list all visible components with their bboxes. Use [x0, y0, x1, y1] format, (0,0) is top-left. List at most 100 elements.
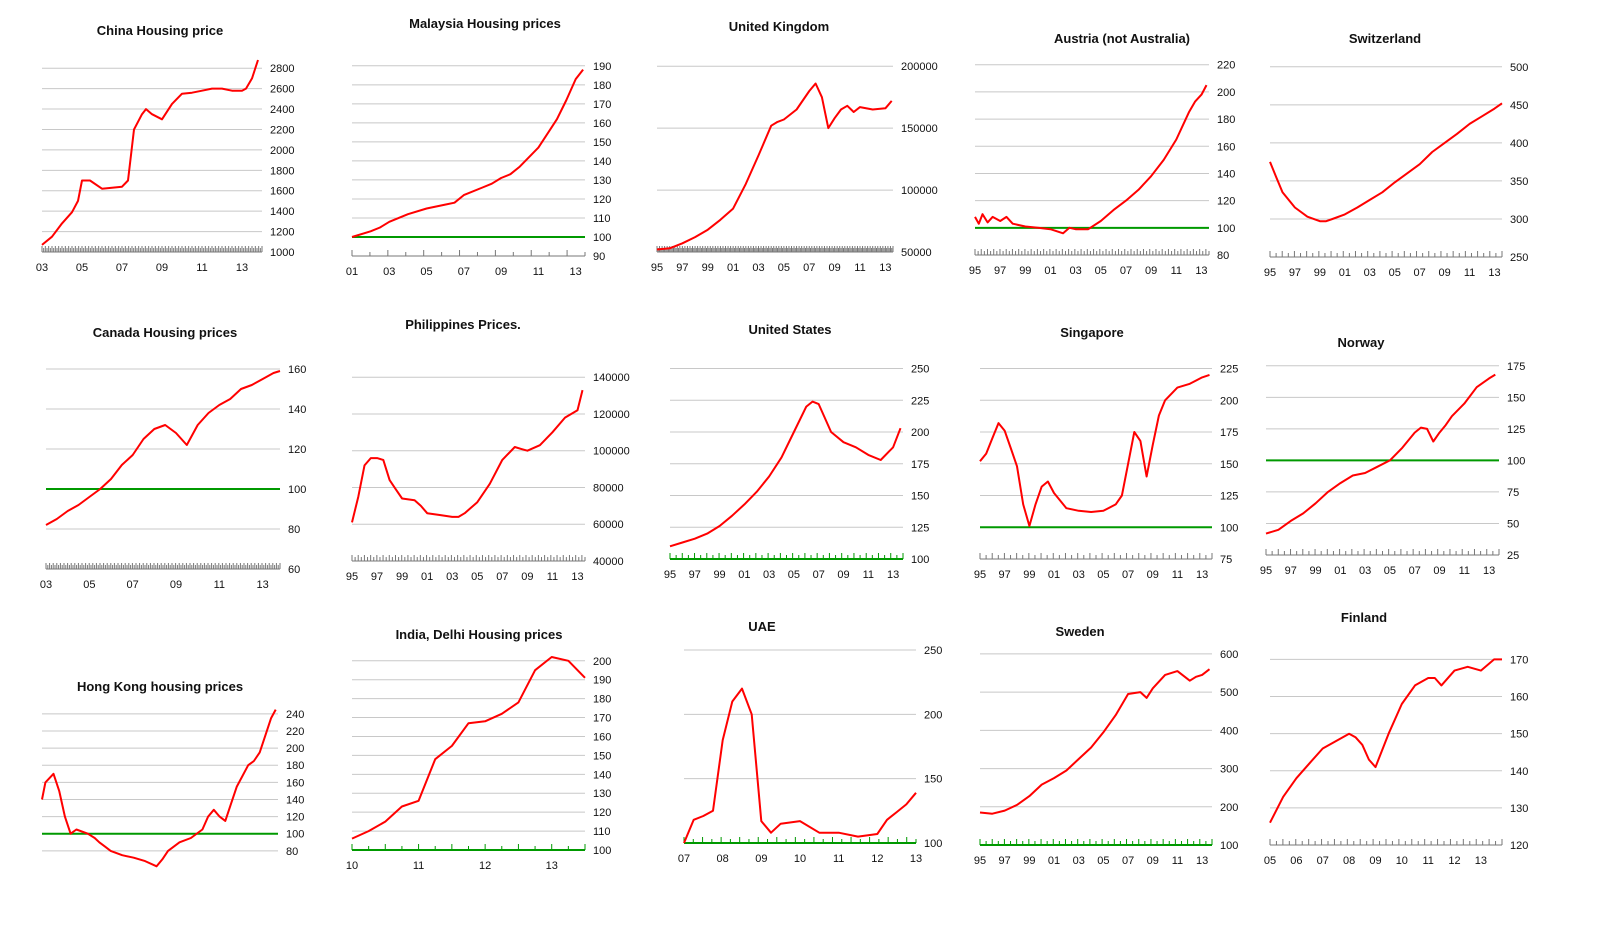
x-tick-label: 99: [1023, 569, 1035, 581]
x-tick-label: 05: [1384, 565, 1396, 577]
x-tick-label: 13: [879, 262, 891, 274]
chart-switzerland: Switzerland 250 300 350 400 450 500 95 97 99 01 03 0…: [1264, 31, 1528, 279]
x-tick-label: 10: [1396, 855, 1408, 867]
chart-title: Philippines Prices.: [405, 317, 521, 332]
x-tick-label: 08: [1343, 855, 1355, 867]
y-tick-label: 225: [911, 395, 929, 407]
y-tick-label: 200: [593, 656, 611, 668]
x-tick-label: 11: [214, 579, 225, 591]
x-tick-label: 05: [76, 262, 88, 274]
y-tick-label: 1600: [270, 186, 294, 198]
x-tick-label: 05: [778, 262, 790, 274]
y-tick-label: 100000: [593, 446, 630, 458]
x-tick-label: 09: [1145, 265, 1157, 277]
x-tick-label: 11: [1172, 855, 1183, 867]
x-tick-label: 11: [1459, 565, 1470, 577]
x-tick-label: 11: [1464, 267, 1475, 279]
x-tick-label: 11: [1171, 265, 1182, 277]
x-tick-label: 95: [974, 569, 986, 581]
x-tick-label: 09: [1433, 565, 1445, 577]
x-tick-label: 07: [813, 569, 825, 581]
y-tick-label: 100: [288, 484, 306, 496]
y-tick-label: 450: [1510, 100, 1528, 112]
x-tick-label: 01: [421, 571, 433, 583]
x-tick-label: 01: [738, 569, 750, 581]
y-tick-label: 150000: [901, 123, 938, 135]
y-tick-label: 120: [286, 812, 304, 824]
y-tick-label: 100: [911, 554, 929, 566]
x-tick-label: 13: [1475, 855, 1487, 867]
x-tick-label: 03: [1073, 855, 1085, 867]
x-tick-label: 09: [755, 853, 767, 865]
y-tick-label: 2000: [270, 145, 294, 157]
x-tick-label: 09: [1369, 855, 1381, 867]
y-tick-label: 160: [1217, 141, 1235, 153]
x-tick-label: 97: [999, 569, 1011, 581]
series-line: [974, 84, 1208, 235]
x-tick-label: 97: [371, 571, 383, 583]
y-tick-label: 160: [1510, 692, 1528, 704]
x-tick-label: 03: [40, 579, 52, 591]
x-tick-label: 07: [116, 262, 128, 274]
x-tick-label: 09: [495, 266, 507, 278]
y-tick-label: 220: [286, 726, 304, 738]
x-tick-label: 99: [1023, 855, 1035, 867]
y-tick-label: 1800: [270, 165, 294, 177]
y-tick-label: 150: [911, 491, 929, 503]
y-tick-label: 200: [1220, 395, 1238, 407]
chart-title: Malaysia Housing prices: [409, 16, 561, 31]
y-tick-label: 500: [1220, 687, 1238, 699]
x-tick-label: 12: [871, 853, 883, 865]
x-tick-label: 95: [969, 265, 981, 277]
chart-us: United States 100 125 150 175 200 225 250 95 97 99…: [664, 322, 929, 581]
x-tick-label: 09: [521, 571, 533, 583]
x-tick-label: 09: [1147, 855, 1159, 867]
x-tick-label: 13: [887, 569, 899, 581]
y-tick-label: 100: [1220, 840, 1238, 852]
x-tick-label: 97: [1289, 267, 1301, 279]
x-tick-label: 03: [383, 266, 395, 278]
chart-title: UAE: [748, 619, 776, 634]
y-tick-label: 75: [1220, 554, 1232, 566]
y-tick-label: 90: [593, 251, 605, 263]
y-tick-label: 140: [1217, 168, 1235, 180]
x-tick-label: 05: [471, 571, 483, 583]
x-tick-label: 97: [676, 262, 688, 274]
x-tick-label: 09: [837, 569, 849, 581]
x-tick-label: 11: [196, 262, 207, 274]
y-tick-label: 600: [1220, 649, 1238, 661]
x-tick-label: 09: [1438, 267, 1450, 279]
x-tick-label: 97: [689, 569, 701, 581]
x-tick-label: 11: [833, 853, 844, 865]
y-tick-label: 100: [924, 838, 942, 850]
y-tick-label: 80000: [593, 482, 624, 494]
series-line: [351, 389, 584, 523]
x-tick-label: 99: [702, 262, 714, 274]
chart-title: Austria (not Australia): [1054, 31, 1190, 46]
y-tick-label: 50000: [901, 247, 932, 259]
x-tick-label: 07: [1122, 569, 1134, 581]
y-tick-label: 200: [911, 427, 929, 439]
chart-singapore: Singapore 75 100 125 150 175 200 225 95 97 99 01 03 0…: [974, 325, 1238, 581]
y-tick-label: 110: [593, 826, 611, 838]
y-tick-label: 80: [288, 524, 300, 536]
x-tick-label: 05: [788, 569, 800, 581]
x-tick-label: 07: [1317, 855, 1329, 867]
x-tick-label: 01: [1048, 569, 1060, 581]
y-tick-label: 80: [286, 846, 298, 858]
chart-title: Singapore: [1060, 325, 1124, 340]
series-line: [1265, 373, 1496, 535]
y-tick-label: 100: [286, 829, 304, 841]
y-tick-label: 2800: [270, 63, 294, 75]
x-tick-label: 01: [1339, 267, 1351, 279]
chart-malaysia: Malaysia Housing prices 90 100 110 120 130 140…: [346, 16, 611, 278]
x-tick-label: 03: [446, 571, 458, 583]
y-tick-label: 100: [593, 845, 611, 857]
y-tick-label: 1400: [270, 206, 294, 218]
y-tick-label: 125: [1507, 424, 1525, 436]
x-tick-label: 06: [1290, 855, 1302, 867]
y-tick-label: 200000: [901, 61, 938, 73]
x-tick-label: 01: [1334, 565, 1346, 577]
y-tick-label: 100: [1217, 223, 1235, 235]
